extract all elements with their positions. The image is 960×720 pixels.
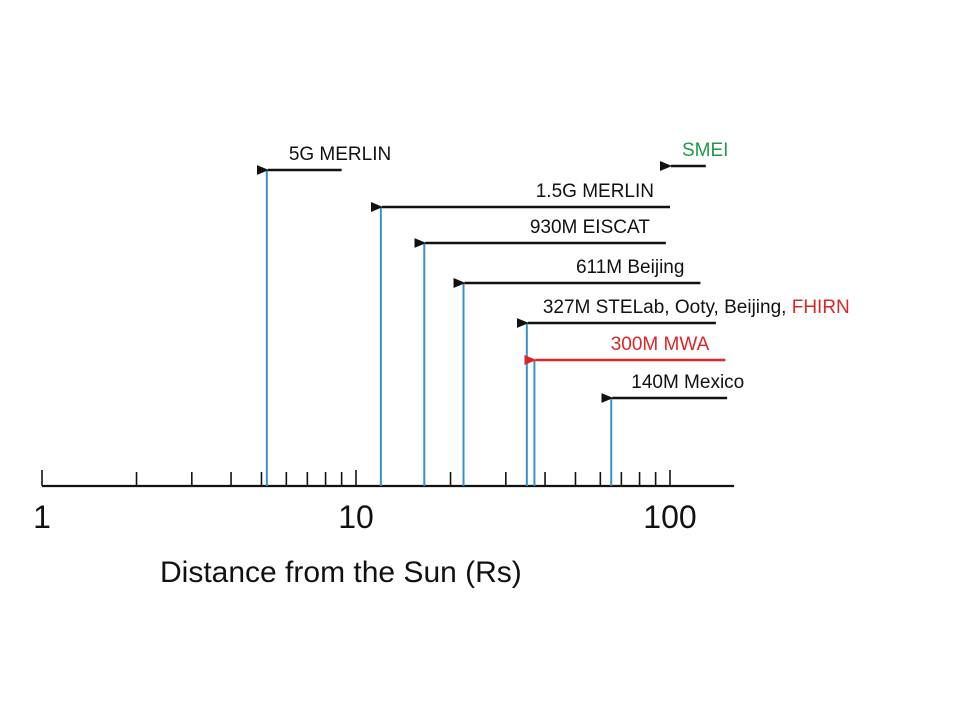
series-label-part: 611M Beijing — [576, 257, 684, 278]
series-label-part: FHIRN — [792, 297, 850, 318]
series-label: 140M Mexico — [631, 372, 744, 393]
series-label: 1.5G MERLIN — [536, 181, 654, 202]
series-label-part: 5G MERLIN — [289, 144, 391, 165]
series-label: 930M EISCAT — [530, 217, 650, 238]
series-label-part: SMEI — [682, 140, 728, 161]
series-label-part: 1.5G MERLIN — [536, 181, 654, 202]
series-label-part: 300M MWA — [611, 334, 710, 355]
series-label: SMEI — [682, 140, 728, 161]
series-label-part: 140M Mexico — [631, 372, 744, 393]
series-label: 300M MWA — [611, 334, 710, 355]
series-label: 611M Beijing — [576, 257, 684, 278]
series-label: 5G MERLIN — [289, 144, 391, 165]
x-axis-label: Distance from the Sun (Rs) — [160, 556, 522, 589]
series-label-part: 930M EISCAT — [530, 217, 650, 238]
tick-label: 100 — [643, 499, 696, 535]
series-label-part: 327M STELab, Ooty, Beijing, — [543, 297, 792, 318]
tick-label: 10 — [338, 499, 374, 535]
tick-label: 1 — [33, 499, 51, 535]
series-label: 327M STELab, Ooty, Beijing, FHIRN — [543, 297, 850, 318]
